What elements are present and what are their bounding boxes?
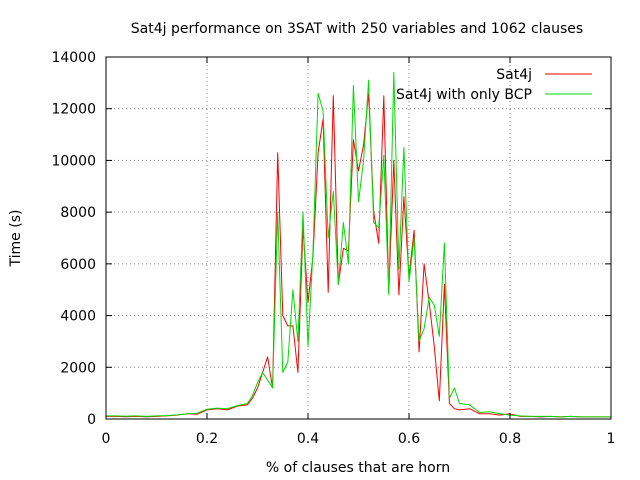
series-layer — [106, 72, 611, 418]
y-tick-label: 12000 — [51, 102, 96, 118]
y-axis-label: Time (s) — [8, 210, 24, 268]
y-tick-label: 6000 — [60, 257, 96, 273]
y-tick-label: 14000 — [51, 50, 96, 66]
x-tick-label: 1 — [607, 431, 616, 447]
grid — [106, 57, 611, 419]
y-tick-label: 0 — [87, 412, 96, 428]
x-tick-label: 0.8 — [499, 431, 521, 447]
x-tick-label: 0.6 — [398, 431, 420, 447]
x-tick-label: 0.2 — [196, 431, 218, 447]
legend-label-1: Sat4j — [496, 67, 532, 83]
y-tick-label: 8000 — [60, 205, 96, 221]
y-tick-label: 10000 — [51, 153, 96, 169]
series-line-2 — [106, 72, 611, 418]
x-axis-label: % of clauses that are horn — [266, 460, 450, 476]
y-tick-label: 4000 — [60, 309, 96, 325]
chart-title: Sat4j performance on 3SAT with 250 varia… — [131, 21, 583, 37]
x-tick-label: 0 — [102, 431, 111, 447]
ticks: 0 2000 4000 6000 8000 10000 12000 14000 0 0.2 0.4 0… — [51, 50, 615, 447]
series-line-1 — [106, 92, 611, 418]
legend: Sat4j Sat4j with only BCP — [396, 67, 592, 103]
plot-frame — [105, 56, 612, 420]
y-tick-label: 2000 — [60, 360, 96, 376]
legend-label-2: Sat4j with only BCP — [396, 87, 532, 103]
x-tick-label: 0.4 — [297, 431, 319, 447]
